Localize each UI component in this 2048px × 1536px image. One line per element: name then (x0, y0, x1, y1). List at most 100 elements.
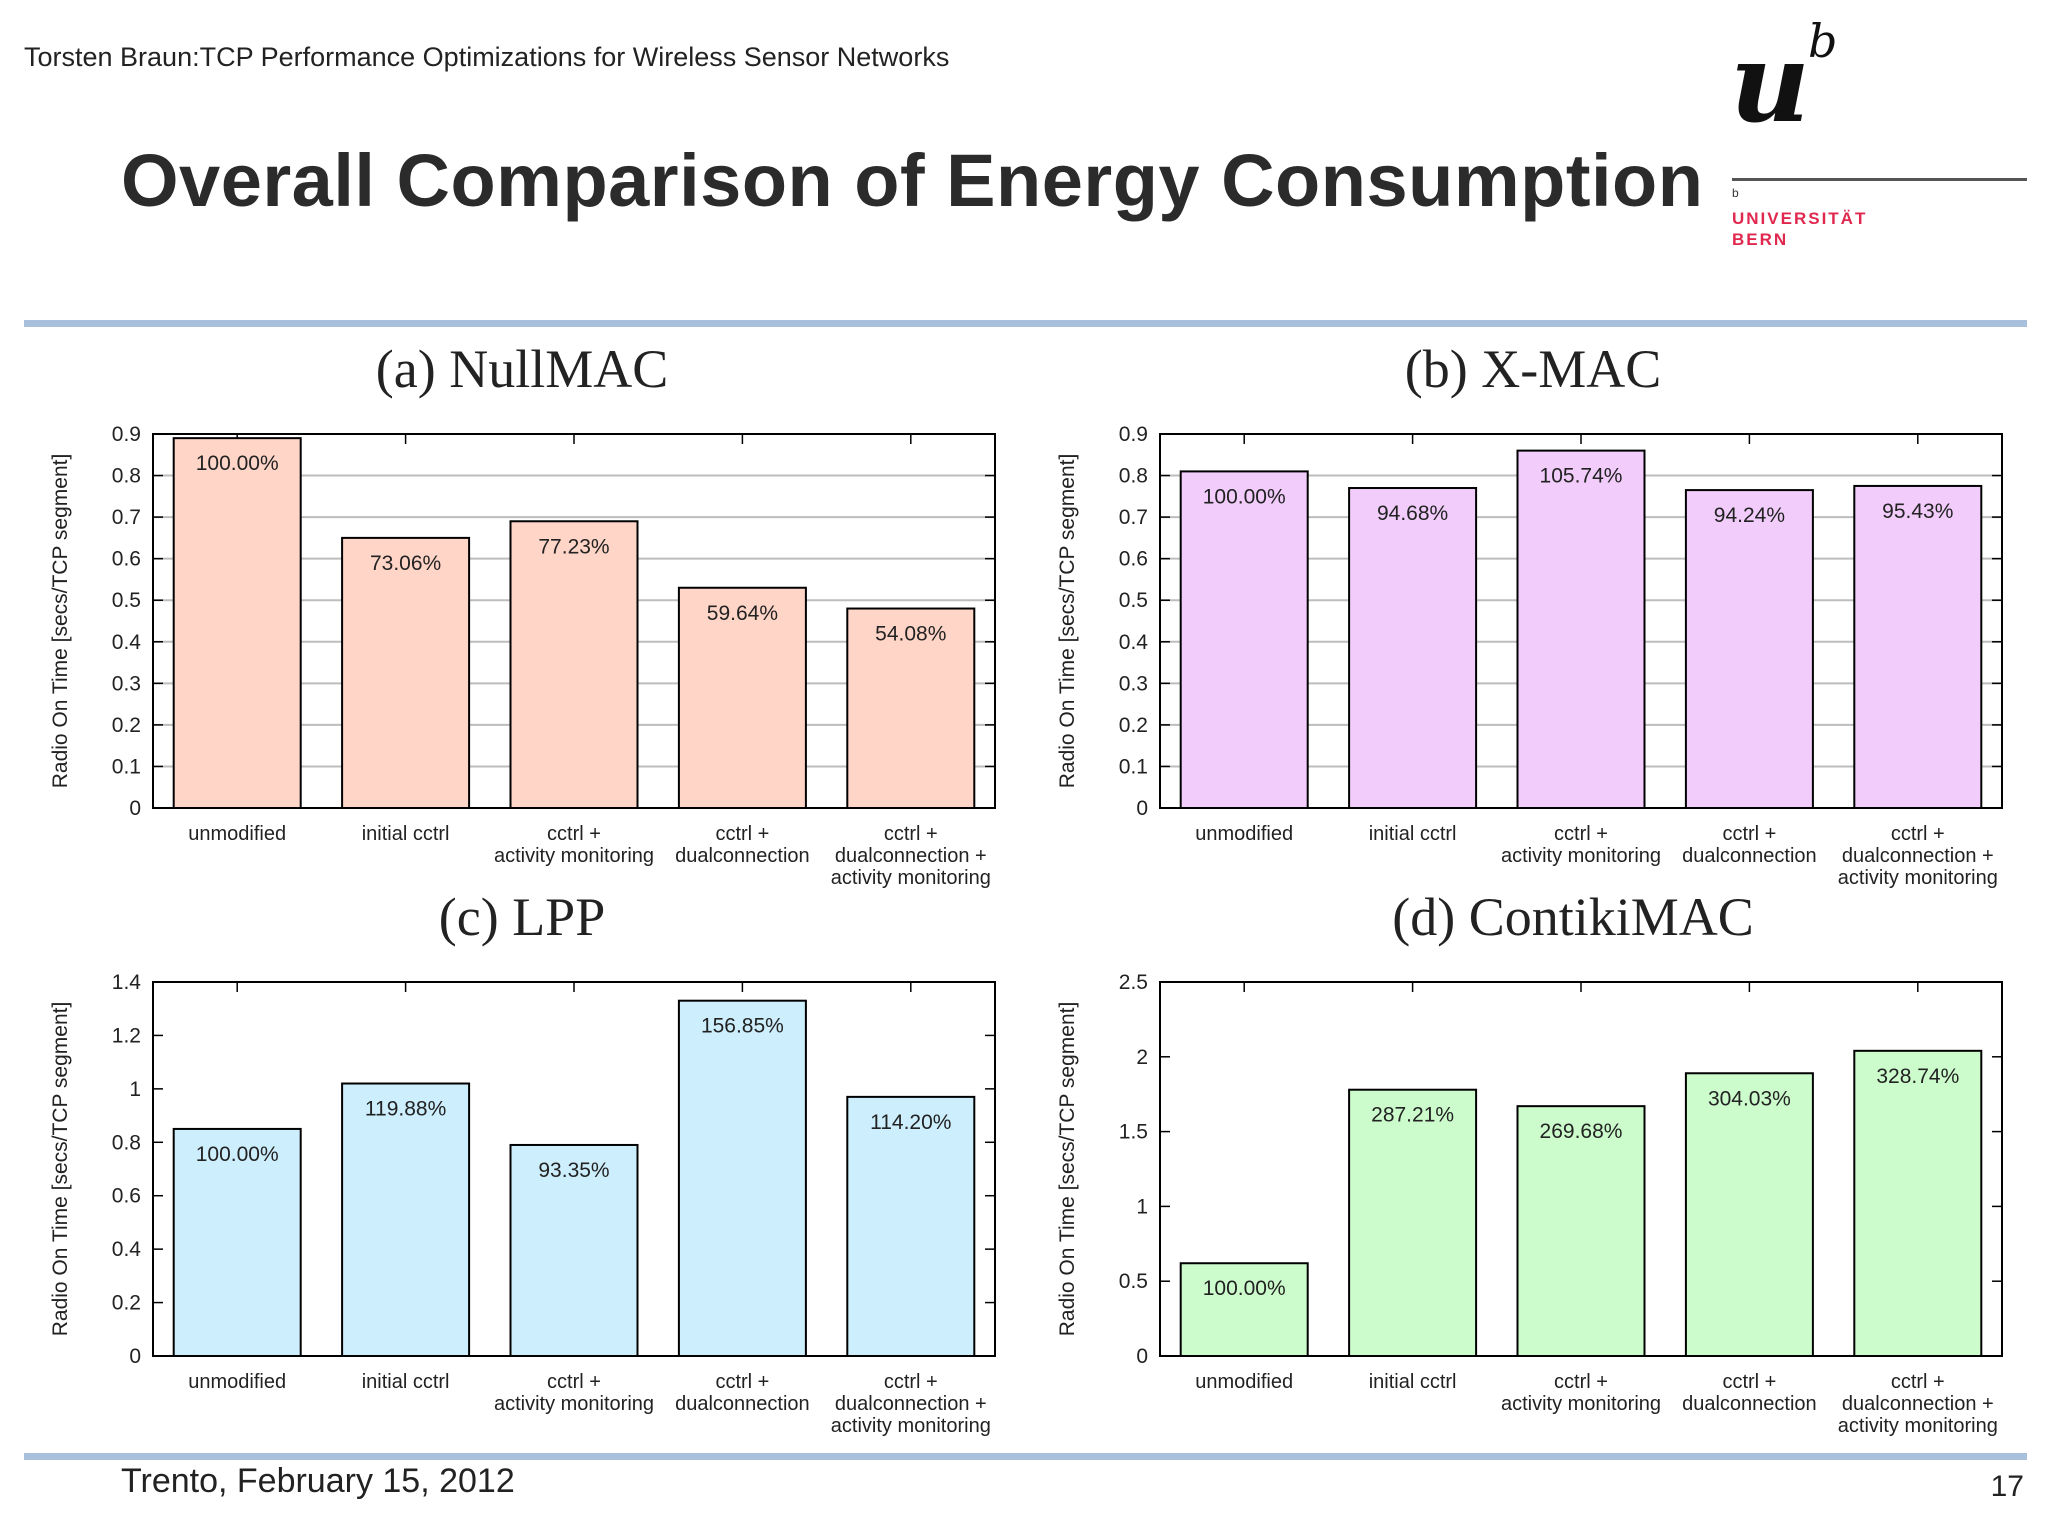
bar (1853, 1049, 1983, 1357)
bar (509, 1143, 639, 1357)
presentation-subtitle: Torsten Braun:TCP Performance Optimizati… (24, 42, 950, 72)
chart-title-lpp: (c) LPP (438, 887, 606, 947)
bar (509, 520, 639, 810)
chart-title-contikimac: (d) ContikiMAC (1392, 887, 1754, 947)
y-tick-label: 1.4 (112, 971, 142, 994)
chart-svg: 0 0.1 0.2 0.3 0.4 0.5 0.6 0.7 0.8 0.9 100.00% unmod… (1056, 423, 2003, 889)
y-tick-label: 0.9 (1119, 423, 1148, 446)
category-label: initial cctrl (362, 823, 450, 845)
logo-small-b: b (1732, 186, 1739, 200)
category-label: activity monitoring (1501, 845, 1661, 867)
bar (1853, 484, 1983, 809)
category-label: dualconnection + (1842, 845, 1994, 867)
bar-data-label: 100.00% (196, 452, 279, 475)
y-tick-label: 0.5 (112, 589, 141, 612)
bar-data-label: 304.03% (1708, 1087, 1791, 1110)
plot-frame (152, 981, 996, 1357)
bottom-divider (24, 1453, 2027, 1460)
y-tick-label: 0.8 (1119, 465, 1148, 488)
bar (341, 1082, 471, 1357)
bar (1516, 449, 1646, 809)
y-tick-label: 0.6 (112, 1185, 141, 1208)
y-tick-label: 0.7 (112, 506, 141, 529)
bar (1179, 470, 1309, 810)
y-tick-label: 0.6 (1119, 548, 1148, 571)
y-tick-label: 0.6 (112, 548, 141, 571)
category-label: cctrl + (1722, 1371, 1776, 1393)
category-label: dualconnection + (1842, 1393, 1994, 1415)
plot-frame (1159, 433, 2003, 809)
chart-nullmac: 0 0.1 0.2 0.3 0.4 0.5 0.6 0.7 0.8 0.9 100.00% unmod… (40, 415, 1010, 900)
y-tick-label: 0.4 (112, 631, 142, 654)
plot-frame (152, 433, 996, 809)
logo-text: UNIVERSITÄT BERN (1732, 209, 1868, 249)
chart-contikimac: 0 0.5 1 1.5 2 2.5 100.00% unmodified 287.21% init… (1047, 963, 2017, 1448)
chart-svg: 0 0.2 0.4 0.6 0.8 1 1.2 1.4 100.00% unmodified 119… (49, 971, 996, 1437)
y-tick-label: 0.2 (1119, 714, 1148, 737)
category-label: activity monitoring (1501, 1393, 1661, 1415)
category-label: cctrl + (1554, 823, 1608, 845)
logo-mark: u (1730, 18, 1810, 147)
y-tick-label: 0 (1136, 1345, 1148, 1368)
category-label: cctrl + (1554, 1371, 1608, 1393)
category-label: activity monitoring (494, 845, 654, 867)
bar (1684, 1072, 1814, 1357)
y-tick-label: 1.2 (112, 1024, 141, 1047)
category-label: unmodified (188, 1371, 286, 1393)
y-tick-label: 0 (129, 797, 141, 820)
y-tick-label: 0.3 (1119, 672, 1148, 695)
category-label: cctrl + (1891, 1371, 1945, 1393)
bar-data-label: 328.74% (1876, 1065, 1959, 1088)
category-label: cctrl + (884, 1371, 938, 1393)
category-label: initial cctrl (362, 1371, 450, 1393)
y-tick-label: 0.1 (112, 755, 141, 778)
y-tick-label: 1.5 (1119, 1121, 1148, 1144)
category-label: activity monitoring (1838, 1415, 1998, 1437)
y-tick-label: 0 (129, 1345, 141, 1368)
bar-data-label: 119.88% (365, 1098, 446, 1121)
category-label: cctrl + (547, 823, 601, 845)
bar (341, 536, 471, 809)
bar-data-label: 100.00% (1203, 485, 1286, 508)
bar (1684, 489, 1814, 809)
bar (1348, 1088, 1478, 1357)
y-tick-label: 0.3 (112, 672, 141, 695)
bar-data-label: 54.08% (875, 623, 946, 646)
logo-superscript: b (1808, 14, 1838, 68)
category-label: activity monitoring (1838, 867, 1998, 889)
category-label: dualconnection + (835, 845, 987, 867)
chart-title-xmac: (b) X-MAC (1404, 339, 1662, 399)
y-tick-label: 0.9 (112, 423, 141, 446)
y-axis-label: Radio On Time [secs/TCP segment] (49, 454, 72, 789)
bar (1348, 487, 1478, 810)
bar-data-label: 94.24% (1714, 504, 1785, 527)
y-tick-label: 0.8 (112, 465, 141, 488)
y-tick-label: 0.4 (112, 1238, 142, 1261)
page-number: 17 (1990, 1470, 2024, 1503)
bar (1516, 1105, 1646, 1357)
category-label: unmodified (1195, 1371, 1293, 1393)
y-tick-label: 0.8 (112, 1131, 141, 1154)
y-tick-label: 2 (1136, 1046, 1148, 1069)
category-label: cctrl + (1891, 823, 1945, 845)
bar-data-label: 100.00% (196, 1143, 279, 1166)
y-tick-label: 1 (1136, 1195, 1148, 1218)
category-label: dualconnection + (835, 1393, 987, 1415)
slide-title: Overall Comparison of Energy Consumption (121, 139, 1704, 222)
y-axis-label: Radio On Time [secs/TCP segment] (1056, 1002, 1079, 1337)
university-logo: u b b UNIVERSITÄT BERN (1730, 18, 2030, 258)
category-label: cctrl + (547, 1371, 601, 1393)
chart-svg: 0 0.5 1 1.5 2 2.5 100.00% unmodified 287.21% init… (1056, 971, 2003, 1437)
bar-data-label: 156.85% (701, 1015, 784, 1038)
category-label: activity monitoring (831, 867, 991, 889)
chart-svg: 0 0.1 0.2 0.3 0.4 0.5 0.6 0.7 0.8 0.9 100.00% unmod… (49, 423, 996, 889)
logo-divider (1732, 178, 2027, 181)
y-tick-label: 0 (1136, 797, 1148, 820)
y-tick-label: 1 (129, 1078, 141, 1101)
category-label: dualconnection (675, 1393, 810, 1415)
y-tick-label: 0.5 (1119, 589, 1148, 612)
bar-data-label: 93.35% (538, 1159, 609, 1182)
chart-xmac: 0 0.1 0.2 0.3 0.4 0.5 0.6 0.7 0.8 0.9 100.00% unmod… (1047, 415, 2017, 900)
category-label: cctrl + (1722, 823, 1776, 845)
category-label: cctrl + (715, 823, 769, 845)
